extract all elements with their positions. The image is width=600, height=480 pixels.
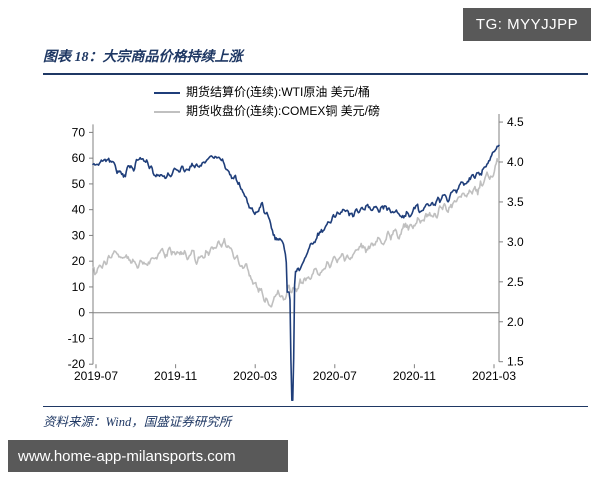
svg-text:50: 50 xyxy=(72,177,86,191)
svg-text:40: 40 xyxy=(72,203,86,217)
svg-text:2021-03: 2021-03 xyxy=(472,369,516,383)
svg-text:2020-03: 2020-03 xyxy=(233,369,277,383)
svg-text:2020-07: 2020-07 xyxy=(313,369,357,383)
svg-text:10: 10 xyxy=(72,280,86,294)
svg-text:2019-11: 2019-11 xyxy=(154,369,197,383)
svg-text:0: 0 xyxy=(78,306,85,320)
svg-text:3.0: 3.0 xyxy=(507,235,524,249)
svg-text:4.0: 4.0 xyxy=(507,155,524,169)
svg-text:60: 60 xyxy=(72,151,86,165)
svg-text:70: 70 xyxy=(72,125,86,139)
svg-text:4.5: 4.5 xyxy=(507,115,524,129)
svg-text:-10: -10 xyxy=(68,331,86,345)
svg-text:3.5: 3.5 xyxy=(507,195,524,209)
svg-text:1.5: 1.5 xyxy=(507,355,524,369)
svg-text:2020-11: 2020-11 xyxy=(393,369,436,383)
svg-text:2.0: 2.0 xyxy=(507,315,524,329)
svg-text:2.5: 2.5 xyxy=(507,275,524,289)
svg-text:20: 20 xyxy=(72,254,86,268)
svg-text:30: 30 xyxy=(72,228,86,242)
svg-text:2019-07: 2019-07 xyxy=(74,369,118,383)
